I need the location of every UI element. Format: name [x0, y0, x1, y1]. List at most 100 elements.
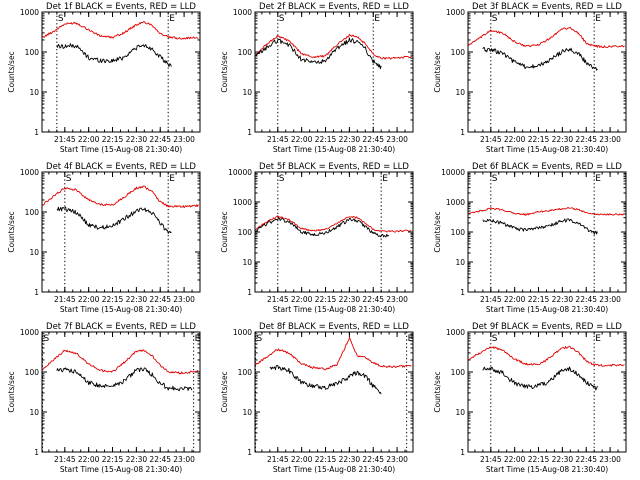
marker-label-E: E [382, 174, 388, 184]
marker-label-S: S [279, 174, 285, 184]
x-tick-label: 22:30 [552, 135, 574, 144]
x-tick-label: 22:15 [102, 295, 124, 304]
y-tick-label: 1 [247, 288, 252, 297]
x-tick-label: 23:00 [386, 455, 408, 464]
plot-frame [467, 171, 627, 293]
marker-label-E: E [169, 14, 175, 24]
series-lld-line [42, 21, 199, 40]
panel-det-8f: Det 8f BLACK = Events, RED = LLD 1 10 100 10… [220, 322, 414, 474]
marker-label-E: E [195, 334, 201, 344]
x-tick-label: 21:45 [54, 455, 76, 464]
y-tick-label: 1 [247, 448, 252, 457]
x-tick-label: 22:15 [315, 295, 337, 304]
x-tick-label: 22:45 [362, 455, 384, 464]
marker-label-S: S [58, 14, 64, 24]
x-tick-label: 22:45 [575, 135, 597, 144]
series-events-line [255, 37, 382, 70]
panel-title: Det 2f BLACK = Events, RED = LLD [259, 2, 409, 12]
x-tick-label: 21:45 [480, 455, 502, 464]
marker-label-E: E [374, 14, 380, 24]
panel-title: Det 1f BLACK = Events, RED = LLD [46, 2, 196, 12]
x-tick-label: 21:45 [54, 135, 76, 144]
y-tick-label: 10 [242, 88, 252, 97]
marker-label-E: E [595, 334, 601, 344]
series-lld-line [468, 345, 625, 367]
x-tick-label: 23:00 [386, 135, 408, 144]
marker-label-S: S [44, 334, 50, 344]
series-events-line [56, 367, 193, 392]
x-tick-label: 22:00 [504, 135, 526, 144]
x-tick-label: 22:30 [339, 295, 361, 304]
series-events-line [482, 47, 598, 71]
x-tick-label: 22:00 [78, 135, 100, 144]
y-tick-label: 1000 [20, 168, 39, 177]
series-lld-line [255, 215, 412, 233]
x-tick-label: 22:30 [126, 295, 148, 304]
x-tick-label: 22:30 [126, 455, 148, 464]
x-axis-label: Start Time (15-Aug-08 21:30:40) [486, 145, 608, 154]
y-tick-label: 1000 [20, 8, 39, 17]
series-lld-line [42, 349, 199, 375]
y-tick-label: 1000 [20, 328, 39, 337]
x-tick-label: 23:00 [173, 455, 195, 464]
x-tick-label: 22:45 [149, 455, 171, 464]
x-tick-label: 21:45 [480, 135, 502, 144]
marker-label-S: S [492, 174, 498, 184]
series-events-line [482, 366, 598, 391]
series-lld-line [42, 185, 199, 209]
x-tick-label: 22:15 [528, 455, 550, 464]
x-tick-label: 22:30 [339, 135, 361, 144]
panel-det-2f: Det 2f BLACK = Events, RED = LLD 1 10 100 10… [220, 2, 414, 154]
y-tick-label: 100 [238, 48, 253, 57]
y-tick-label: 10 [455, 258, 465, 267]
panel-title: Det 5f BLACK = Events, RED = LLD [259, 162, 409, 172]
y-tick-label: 10 [242, 408, 252, 417]
marker-label-S: S [66, 174, 72, 184]
x-tick-label: 22:30 [339, 455, 361, 464]
x-axis-label: Start Time (15-Aug-08 21:30:40) [273, 465, 395, 474]
series-lld-line [468, 26, 625, 49]
x-tick-label: 22:30 [126, 135, 148, 144]
plot-frame [254, 171, 414, 293]
y-axis-label: Counts/sec [220, 211, 229, 252]
series-events-line [269, 364, 382, 395]
x-tick-label: 23:00 [173, 295, 195, 304]
y-tick-label: 100 [25, 48, 40, 57]
y-tick-label: 10 [455, 408, 465, 417]
y-tick-label: 100 [238, 228, 253, 237]
y-tick-label: 100 [25, 368, 40, 377]
y-axis-label: Counts/sec [7, 371, 16, 412]
x-axis-label: Start Time (15-Aug-08 21:30:40) [486, 305, 608, 314]
y-tick-label: 100 [238, 368, 253, 377]
x-tick-label: 22:15 [102, 135, 124, 144]
x-tick-label: 21:45 [267, 295, 289, 304]
plot-frame [467, 11, 627, 133]
x-tick-label: 22:45 [149, 135, 171, 144]
x-tick-label: 22:15 [315, 455, 337, 464]
y-tick-label: 10 [29, 248, 39, 257]
plot-frame [41, 11, 201, 133]
y-tick-label: 1 [247, 128, 252, 137]
y-tick-label: 1000 [446, 198, 465, 207]
x-tick-label: 22:30 [552, 455, 574, 464]
x-tick-label: 22:00 [78, 295, 100, 304]
x-tick-label: 21:45 [480, 295, 502, 304]
y-tick-label: 10 [455, 88, 465, 97]
series-events-line [482, 218, 598, 235]
marker-label-S: S [492, 14, 498, 24]
panel-title: Det 4f BLACK = Events, RED = LLD [46, 162, 196, 172]
x-tick-label: 22:00 [78, 455, 100, 464]
x-tick-label: 22:00 [504, 455, 526, 464]
x-axis-label: Start Time (15-Aug-08 21:30:40) [273, 305, 395, 314]
y-tick-label: 1 [460, 128, 465, 137]
marker-label-S: S [492, 334, 498, 344]
y-axis-label: Counts/sec [7, 51, 16, 92]
x-tick-label: 21:45 [54, 295, 76, 304]
marker-label-E: E [408, 334, 414, 344]
marker-label-E: E [169, 174, 175, 184]
plot-frame [41, 331, 201, 453]
panel-title: Det 9f BLACK = Events, RED = LLD [472, 322, 622, 332]
x-tick-label: 22:15 [528, 295, 550, 304]
y-axis-label: Counts/sec [7, 211, 16, 252]
